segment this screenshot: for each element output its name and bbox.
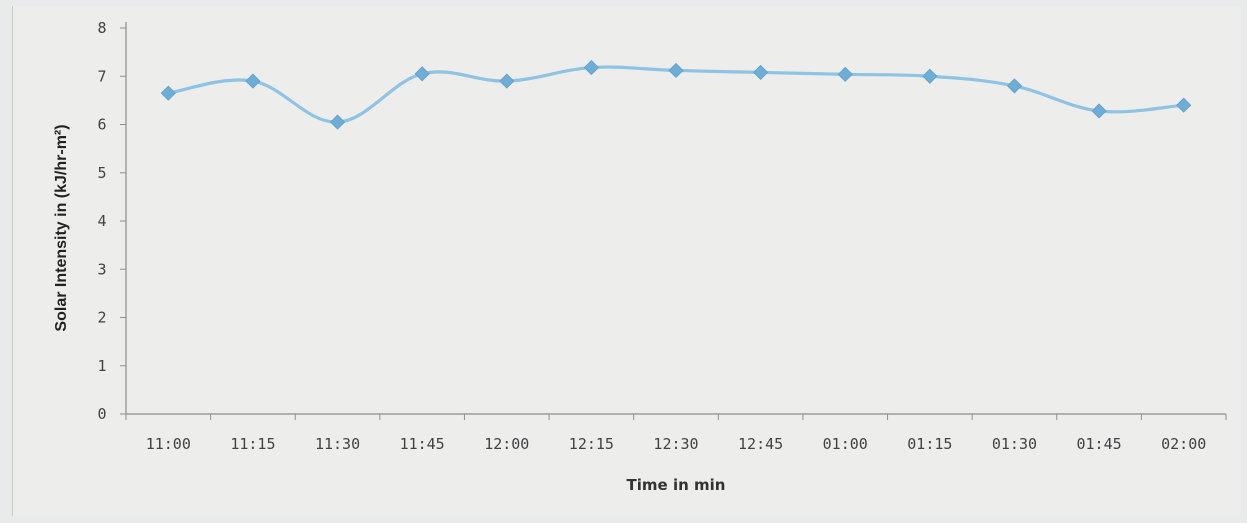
data-point-marker — [499, 73, 515, 89]
data-point-marker — [922, 68, 938, 84]
y-tick-label: 8 — [97, 19, 106, 37]
x-tick-label: 11:00 — [146, 435, 191, 453]
data-point-marker — [414, 66, 430, 82]
axes — [125, 22, 1226, 415]
x-tick-label: 02:00 — [1161, 435, 1206, 453]
y-ticks: 0 1 2 3 4 5 6 7 8 — [97, 19, 126, 423]
y-tick-label: 7 — [97, 67, 106, 85]
x-tick-label: 12:00 — [484, 435, 529, 453]
y-tick-label: 4 — [97, 212, 106, 230]
data-point-marker — [160, 85, 176, 101]
data-point-marker — [1006, 78, 1023, 94]
x-tick-label: 01:30 — [992, 435, 1037, 453]
y-tick-label: 5 — [97, 164, 106, 182]
data-point-marker — [668, 62, 684, 79]
x-tick-label: 01:45 — [1076, 435, 1121, 453]
data-point-marker — [1176, 97, 1192, 113]
data-point-marker — [837, 66, 853, 82]
data-point-marker — [1091, 103, 1107, 119]
x-tick-label: 11:45 — [400, 435, 445, 453]
y-axis-label: Solar Intensity in (kJ/hr-m²) — [53, 124, 70, 331]
x-tick-label: 11:15 — [230, 435, 275, 453]
data-point-marker — [753, 64, 769, 80]
x-ticks: 11:00 11:15 11:30 11:45 12:00 12:15 12:30 12:45… — [125, 414, 1227, 453]
x-tick-label: 12:30 — [653, 435, 698, 453]
x-axis-label: Time in min — [627, 476, 726, 494]
x-tick-label: 12:45 — [738, 435, 783, 453]
y-tick-label: 0 — [97, 405, 106, 423]
data-point-marker — [583, 59, 599, 76]
y-tick-label: 1 — [97, 357, 106, 375]
x-tick-label: 01:15 — [907, 435, 952, 453]
x-tick-label: 11:30 — [315, 435, 360, 453]
data-point-marker — [245, 73, 261, 89]
data-point-marker — [329, 114, 346, 130]
x-tick-label: 01:00 — [823, 435, 868, 453]
y-tick-label: 3 — [97, 260, 106, 278]
y-tick-label: 2 — [97, 309, 106, 327]
y-tick-label: 6 — [97, 116, 106, 134]
x-tick-label: 12:15 — [569, 435, 614, 453]
series-group — [160, 59, 1192, 130]
